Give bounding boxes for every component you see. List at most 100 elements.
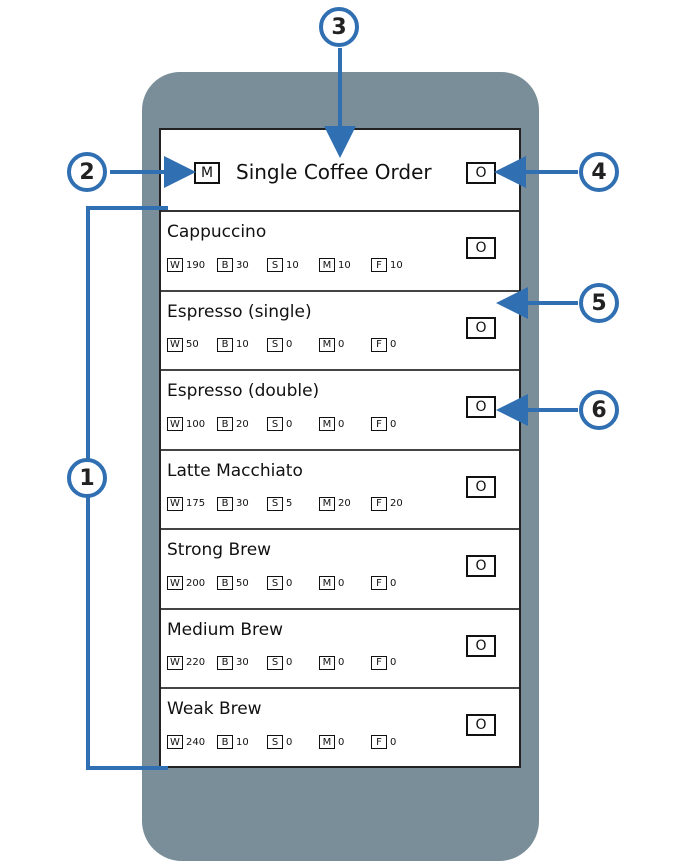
order-drink-button[interactable]: O bbox=[466, 475, 496, 498]
ingredient-amount: 30 bbox=[236, 259, 249, 271]
ingredient-item: B 10 bbox=[217, 337, 249, 352]
order-icon: O bbox=[475, 319, 487, 336]
ingredient-item: B 30 bbox=[217, 258, 249, 272]
order-icon: O bbox=[475, 165, 487, 181]
ingredient-item: F 10 bbox=[371, 258, 403, 272]
page-title: Single Coffee Order bbox=[236, 160, 432, 184]
ingredient-key-icon: W bbox=[167, 258, 183, 272]
order-drink-button[interactable]: O bbox=[466, 555, 496, 577]
ingredient-amount: 20 bbox=[236, 418, 249, 430]
ingredient-amount: 10 bbox=[236, 339, 249, 350]
ingredient-amount: 10 bbox=[236, 736, 249, 748]
order-icon: O bbox=[475, 478, 487, 495]
ingredient-key-icon: W bbox=[167, 655, 183, 670]
ingredient-key-icon: M bbox=[319, 735, 335, 749]
ingredient-key-icon: F bbox=[371, 496, 387, 511]
ingredient-key-icon: F bbox=[371, 576, 387, 590]
order-icon: O bbox=[475, 240, 487, 256]
ingredient-item: F 20 bbox=[371, 496, 403, 511]
ingredient-amount: 50 bbox=[186, 339, 199, 350]
ingredient-key-icon: B bbox=[217, 337, 233, 352]
ingredient-key-icon: S bbox=[267, 417, 283, 431]
ingredient-item: W 240 bbox=[167, 735, 205, 749]
ingredient-item: S 10 bbox=[267, 258, 299, 272]
ingredient-amount: 0 bbox=[338, 736, 345, 748]
ingredient-item: W 50 bbox=[167, 337, 199, 352]
ingredient-amount: 30 bbox=[236, 498, 249, 509]
ingredient-amount: 100 bbox=[186, 418, 206, 430]
ingredient-key-icon: F bbox=[371, 735, 387, 749]
ingredient-amount: 0 bbox=[338, 418, 345, 430]
ingredient-amount: 240 bbox=[186, 736, 206, 748]
ingredient-amount: 10 bbox=[390, 259, 403, 271]
ingredient-amount: 5 bbox=[286, 498, 293, 509]
order-icon: O bbox=[475, 637, 487, 654]
drink-row[interactable]: Espresso (single) W 50 B 10 S 0 M 0 F 0 O bbox=[161, 292, 519, 371]
ingredient-key-icon: S bbox=[267, 337, 283, 352]
order-drink-button[interactable]: O bbox=[466, 316, 496, 339]
drink-row[interactable]: Cappuccino W 190 B 30 S 10 M 10 F 10 O bbox=[161, 212, 519, 292]
drink-name: Espresso (single) bbox=[167, 301, 312, 322]
ingredient-amount: 10 bbox=[286, 259, 299, 271]
ingredient-item: W 175 bbox=[167, 496, 206, 511]
drink-row[interactable]: Medium Brew W 220 B 30 S 0 M 0 F 0 O bbox=[161, 610, 519, 689]
ingredient-key-icon: W bbox=[167, 576, 183, 590]
ingredient-item: B 50 bbox=[217, 576, 249, 590]
drink-row[interactable]: Latte Macchiato W 175 B 30 S 5 M 20 F 20 O bbox=[161, 451, 519, 530]
drink-name: Medium Brew bbox=[167, 619, 284, 640]
ingredient-amount: 0 bbox=[390, 339, 397, 350]
order-drink-button[interactable]: O bbox=[466, 396, 496, 418]
ingredient-key-icon: B bbox=[217, 576, 233, 590]
ingredient-key-icon: B bbox=[217, 258, 233, 272]
ingredient-amount: 50 bbox=[236, 577, 249, 589]
drink-row[interactable]: Weak Brew W 240 B 10 S 0 M 0 F 0 O bbox=[161, 689, 519, 769]
callout-1: 1 bbox=[67, 458, 107, 498]
callout-6: 6 bbox=[579, 390, 619, 430]
ingredient-key-icon: M bbox=[319, 258, 335, 272]
ingredient-amount: 0 bbox=[286, 657, 293, 668]
ingredient-key-icon: F bbox=[371, 655, 387, 670]
ingredient-item: M 10 bbox=[319, 258, 351, 272]
ingredient-item: B 10 bbox=[217, 735, 249, 749]
ingredient-key-icon: B bbox=[217, 496, 233, 511]
order-icon: O bbox=[475, 717, 487, 733]
drink-name: Latte Macchiato bbox=[167, 460, 303, 481]
ingredient-item: M 20 bbox=[319, 496, 351, 511]
ingredient-key-icon: M bbox=[319, 496, 335, 511]
ingredient-key-icon: F bbox=[371, 417, 387, 431]
ingredient-amount: 0 bbox=[390, 577, 397, 589]
order-icon: O bbox=[475, 558, 487, 574]
ingredient-item: W 190 bbox=[167, 258, 205, 272]
ingredient-amount: 0 bbox=[338, 339, 345, 350]
ingredient-item: W 220 bbox=[167, 655, 206, 670]
ingredient-amount: 220 bbox=[186, 657, 206, 668]
ingredient-amount: 0 bbox=[390, 736, 397, 748]
ingredient-key-icon: B bbox=[217, 655, 233, 670]
ingredient-amount: 10 bbox=[338, 259, 351, 271]
order-drink-button[interactable]: O bbox=[466, 634, 496, 657]
ingredient-key-icon: M bbox=[319, 655, 335, 670]
ingredient-amount: 175 bbox=[186, 498, 206, 509]
ingredient-item: B 30 bbox=[217, 655, 249, 670]
ingredient-amount: 0 bbox=[286, 577, 293, 589]
drink-row[interactable]: Espresso (double) W 100 B 20 S 0 M 0 F 0 O bbox=[161, 371, 519, 451]
drink-row[interactable]: Strong Brew W 200 B 50 S 0 M 0 F 0 O bbox=[161, 530, 519, 610]
ingredient-amount: 0 bbox=[390, 418, 397, 430]
order-drink-button[interactable]: O bbox=[466, 237, 496, 259]
order-drink-button[interactable]: O bbox=[466, 714, 496, 736]
ingredient-amount: 30 bbox=[236, 657, 249, 668]
ingredient-key-icon: S bbox=[267, 496, 283, 511]
ingredient-key-icon: B bbox=[217, 417, 233, 431]
ingredient-item: W 100 bbox=[167, 417, 205, 431]
menu-icon: M bbox=[200, 165, 214, 181]
ingredient-key-icon: W bbox=[167, 417, 183, 431]
